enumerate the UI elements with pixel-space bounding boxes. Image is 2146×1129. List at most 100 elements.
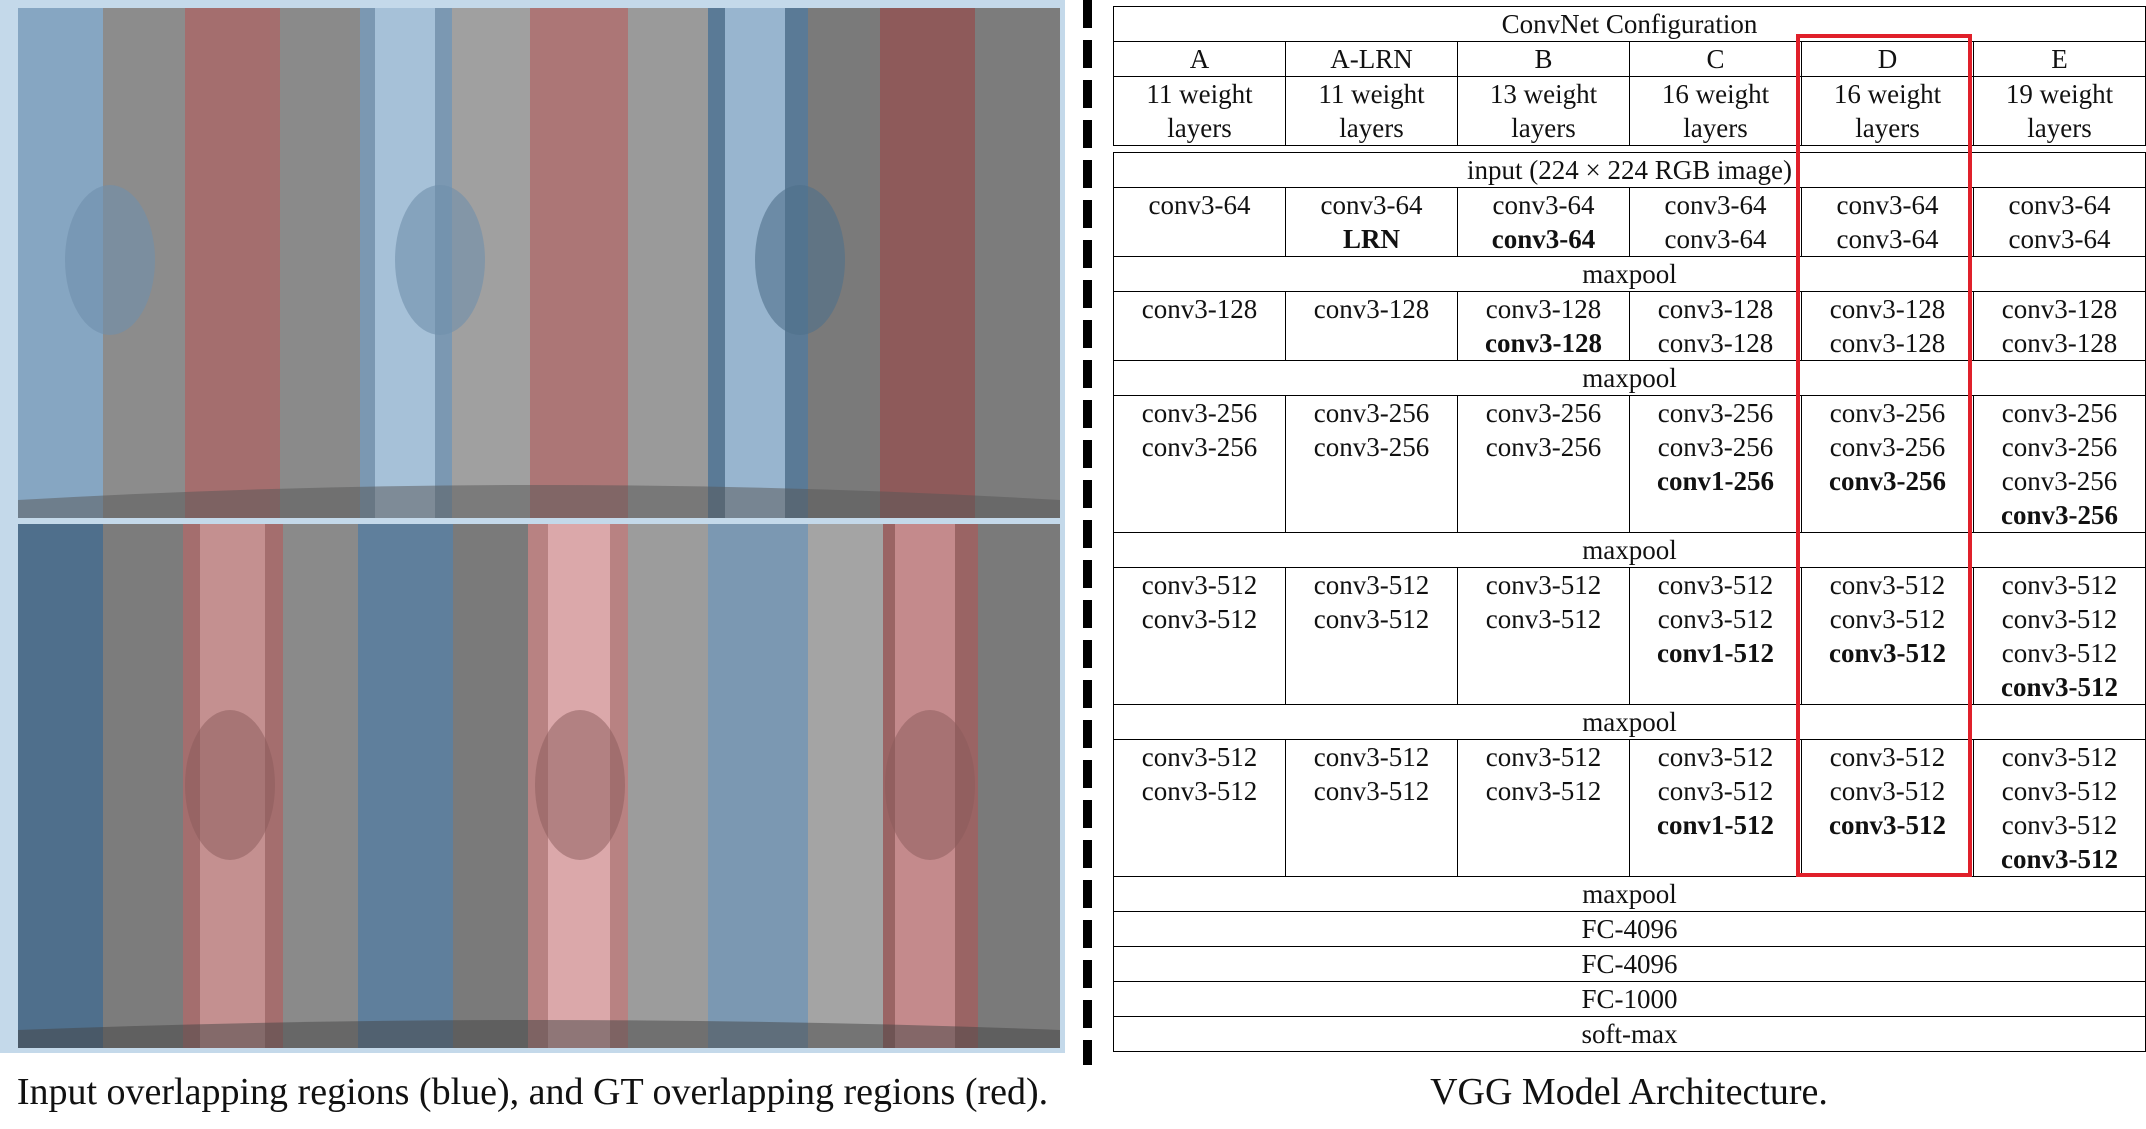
layer-text: conv3-512: [1313, 604, 1430, 634]
layer-text: conv3-64: [1836, 224, 1939, 254]
layer-cell-c: conv3-512 conv3-512 conv1-512: [1629, 567, 1802, 705]
layer-text: conv3-64: [1148, 190, 1251, 220]
layer-cell-d: conv3-512 conv3-512 conv3-512: [1801, 567, 1974, 705]
layer-text: conv3-256: [1829, 466, 1946, 496]
layer-text: conv3-512: [1313, 776, 1430, 806]
layer-text: conv3-256: [2001, 466, 2118, 496]
column-header-c: C: [1629, 41, 1802, 77]
depth-text: layers: [1339, 113, 1404, 143]
layer-text: conv3-64: [1491, 224, 1596, 254]
block-row-4: conv3-512 conv3-512 conv3-512 conv3-512 conv…: [1113, 567, 2146, 705]
spacer-row: [1114, 146, 2146, 153]
layer-cell-e: conv3-512 conv3-512 conv3-512 conv3-512: [1972, 739, 2146, 877]
depth-text: 16 weight: [1661, 79, 1770, 109]
depth-text: layers: [1511, 113, 1576, 143]
layer-cell-e: conv3-512 conv3-512 conv3-512 conv3-512: [1972, 567, 2146, 705]
layer-text: conv3-256: [1313, 432, 1430, 462]
top-panel: [0, 0, 1065, 520]
layer-cell-c: conv3-256 conv3-256 conv1-256: [1629, 395, 1802, 533]
layer-text: conv3-256: [1485, 432, 1602, 462]
depth-text: 11 weight: [1146, 79, 1253, 109]
table-title-row: ConvNet Configuration: [1112, 6, 2146, 42]
table-title: ConvNet Configuration: [1112, 6, 2146, 42]
tail-cell: FC-4096: [1112, 946, 2146, 982]
layer-text: conv1-512: [1657, 810, 1774, 840]
layer-cell-a: conv3-256 conv3-256: [1113, 395, 1286, 533]
layer-text: conv3-512: [1141, 570, 1258, 600]
overlap-figure: [0, 0, 1065, 1053]
layer-cell-b: conv3-512 conv3-512: [1457, 739, 1630, 877]
maxpool-row: maxpool: [1112, 360, 2146, 396]
depth-cell-c: 16 weight layers: [1629, 76, 1802, 146]
layer-text: conv3-256: [2001, 500, 2119, 530]
tail-cell: FC-4096: [1112, 911, 2146, 947]
layer-text: conv3-64: [1664, 224, 1767, 254]
column-name: D: [1877, 44, 1898, 74]
layer-text: conv3-512: [1657, 570, 1774, 600]
layer-text: conv3-256: [2001, 432, 2118, 462]
layer-text: conv3-512: [1829, 638, 1946, 668]
layer-text: conv3-512: [1657, 604, 1774, 634]
tail-text: FC-1000: [1581, 984, 1678, 1014]
layer-cell-b: conv3-512 conv3-512: [1457, 567, 1630, 705]
layer-text: conv3-64: [1492, 190, 1595, 220]
column-name-row: A A-LRN B C D E: [1113, 41, 2146, 77]
maxpool-text: maxpool: [1582, 259, 1677, 289]
layer-text: conv3-512: [1657, 776, 1774, 806]
layer-cell-b: conv3-256 conv3-256: [1457, 395, 1630, 533]
layer-cell-e: conv3-64 conv3-64: [1972, 187, 2146, 257]
block-row-1: conv3-64 conv3-64 LRN conv3-64 conv3-64 conv3…: [1113, 187, 2146, 257]
column-header-d: D: [1801, 41, 1974, 77]
overlap-illustration: [0, 0, 1065, 1053]
layer-text: conv3-512: [2001, 844, 2119, 874]
layer-cell-c: conv3-512 conv3-512 conv1-512: [1629, 739, 1802, 877]
maxpool-text: maxpool: [1582, 879, 1677, 909]
layer-text: conv3-512: [1141, 742, 1258, 772]
layer-cell-a-lrn: conv3-256 conv3-256: [1285, 395, 1458, 533]
layer-text: conv3-512: [1485, 604, 1602, 634]
layer-text: conv3-512: [1829, 604, 1946, 634]
depth-text: 16 weight: [1833, 79, 1942, 109]
depth-text: 13 weight: [1489, 79, 1598, 109]
layer-text: conv3-512: [1485, 742, 1602, 772]
layer-cell-a: conv3-512 conv3-512: [1113, 739, 1286, 877]
depth-text: layers: [1167, 113, 1232, 143]
layer-cell-a: conv3-64: [1113, 187, 1286, 257]
tail-text: soft-max: [1581, 1019, 1678, 1049]
block-row-5: conv3-512 conv3-512 conv3-512 conv3-512 conv…: [1113, 739, 2146, 877]
layer-cell-a-lrn: conv3-512 conv3-512: [1285, 739, 1458, 877]
layer-text: conv3-512: [2001, 810, 2118, 840]
layer-text: conv3-512: [2001, 570, 2118, 600]
table-title-text: ConvNet Configuration: [1501, 9, 1758, 39]
layer-cell-c: conv3-64 conv3-64: [1629, 187, 1802, 257]
layer-text: conv3-128: [1485, 294, 1602, 324]
maxpool-text: maxpool: [1582, 535, 1677, 565]
right-caption: VGG Model Architecture.: [1430, 1071, 1828, 1113]
layer-text: conv3-128: [2001, 328, 2118, 358]
tail-row: FC-4096: [1112, 911, 2146, 947]
layer-text: conv3-512: [1141, 776, 1258, 806]
layer-text: conv3-512: [1485, 776, 1602, 806]
layer-text: conv3-512: [1829, 776, 1946, 806]
layer-text: conv3-512: [2001, 672, 2119, 702]
layer-cell-c: conv3-128 conv3-128: [1629, 291, 1802, 361]
depth-text: layers: [2027, 113, 2092, 143]
column-header-a-lrn: A-LRN: [1285, 41, 1458, 77]
layer-text: conv3-512: [1829, 742, 1946, 772]
layer-text: conv3-64: [2008, 224, 2111, 254]
layer-text: conv3-512: [2001, 604, 2118, 634]
layer-text: conv3-256: [1141, 398, 1258, 428]
layer-cell-d: conv3-512 conv3-512 conv3-512: [1801, 739, 1974, 877]
layer-text: conv3-128: [1485, 328, 1602, 358]
layer-text: conv3-64: [1664, 190, 1767, 220]
layer-text: conv3-64: [1836, 190, 1939, 220]
layer-text: conv3-256: [1141, 432, 1258, 462]
layer-text: conv3-128: [2001, 294, 2118, 324]
layer-text: conv3-512: [1141, 604, 1258, 634]
column-header-b: B: [1457, 41, 1630, 77]
vgg-architecture-table: ConvNet Configuration A A-LRN B C D E 11 weight…: [1112, 6, 2146, 1052]
layer-cell-d: conv3-128 conv3-128: [1801, 291, 1974, 361]
maxpool-row: maxpool: [1112, 256, 2146, 292]
maxpool-row: maxpool: [1112, 876, 2146, 912]
layer-text: conv3-512: [2001, 742, 2118, 772]
